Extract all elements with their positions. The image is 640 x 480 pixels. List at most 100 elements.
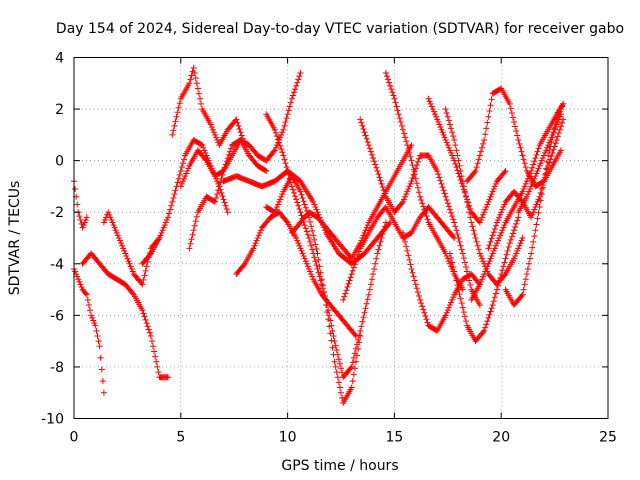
data-point-marker xyxy=(370,155,377,162)
data-point-marker xyxy=(295,202,302,209)
data-point-marker xyxy=(524,191,531,198)
data-point-marker xyxy=(523,178,530,185)
data-point-marker xyxy=(313,262,320,269)
data-point-marker xyxy=(466,202,473,209)
data-point-marker xyxy=(223,158,230,165)
data-point-marker xyxy=(351,331,358,338)
data-point-marker xyxy=(462,193,469,200)
data-point-marker xyxy=(277,196,284,203)
data-point-marker xyxy=(533,170,540,177)
data-point-marker xyxy=(235,122,242,129)
data-point-marker xyxy=(458,173,465,180)
data-point-marker xyxy=(485,113,492,120)
data-point-marker xyxy=(147,332,154,339)
grid-lines xyxy=(74,57,608,419)
data-point-marker xyxy=(481,137,488,144)
data-point-marker xyxy=(315,269,322,276)
data-point-marker xyxy=(372,161,379,168)
data-point-marker xyxy=(348,384,355,391)
data-point-marker xyxy=(530,161,537,168)
data-point-marker xyxy=(443,309,450,316)
data-point-marker xyxy=(491,183,498,190)
data-point-marker xyxy=(335,356,342,363)
data-point-marker xyxy=(220,167,227,174)
data-point-marker xyxy=(558,147,565,154)
data-point-marker xyxy=(406,149,413,156)
data-point-marker xyxy=(433,113,440,120)
data-point-marker xyxy=(80,222,87,229)
data-point-marker xyxy=(372,260,379,267)
data-point-marker xyxy=(529,164,536,171)
data-point-marker xyxy=(308,242,315,249)
data-point-marker xyxy=(343,287,350,294)
data-point-marker xyxy=(548,153,555,160)
data-point-marker xyxy=(531,233,538,240)
data-point-marker xyxy=(193,80,200,87)
data-point-marker xyxy=(537,160,544,167)
data-point-marker xyxy=(169,198,176,205)
data-point-marker xyxy=(97,354,104,361)
data-point-marker xyxy=(489,250,496,257)
data-point-marker xyxy=(335,379,342,386)
data-point-marker xyxy=(452,160,459,167)
data-point-marker xyxy=(363,224,370,231)
data-point-marker xyxy=(519,188,526,195)
data-point-marker xyxy=(484,263,491,270)
data-point-marker xyxy=(114,232,121,239)
data-point-marker xyxy=(311,236,318,243)
data-point-marker xyxy=(408,178,415,185)
data-point-marker xyxy=(513,250,520,257)
data-point-marker xyxy=(508,233,515,240)
data-point-marker xyxy=(429,106,436,113)
data-point-marker xyxy=(272,206,279,213)
data-point-marker xyxy=(362,305,369,312)
data-point-marker xyxy=(181,175,188,182)
data-point-marker xyxy=(448,209,455,216)
data-point-marker xyxy=(350,354,357,361)
data-point-marker xyxy=(112,227,119,234)
data-point-marker xyxy=(541,149,548,156)
data-point-marker xyxy=(300,253,307,260)
data-point-marker xyxy=(185,165,192,172)
data-point-marker xyxy=(289,92,296,99)
data-points xyxy=(71,64,567,407)
data-point-marker xyxy=(438,126,445,133)
data-point-marker xyxy=(414,289,421,296)
data-point-marker xyxy=(507,105,514,112)
data-point-marker xyxy=(358,119,365,126)
data-point-marker xyxy=(300,198,307,205)
data-point-marker xyxy=(459,250,466,257)
data-point-marker xyxy=(348,271,355,278)
data-point-marker xyxy=(555,116,562,123)
data-point-marker xyxy=(326,312,333,319)
data-point-marker xyxy=(336,360,343,367)
data-point-marker xyxy=(487,102,494,109)
data-point-marker xyxy=(186,80,193,87)
data-point-marker xyxy=(488,305,495,312)
data-point-marker xyxy=(537,189,544,196)
data-point-marker xyxy=(469,223,476,230)
data-point-marker xyxy=(450,264,457,271)
data-point-marker xyxy=(511,118,518,125)
data-point-marker xyxy=(454,282,461,289)
data-point-marker xyxy=(146,251,153,258)
data-point-marker xyxy=(386,79,393,86)
data-point-marker xyxy=(402,193,409,200)
data-point-marker xyxy=(537,197,544,204)
data-point-marker xyxy=(360,126,367,133)
data-point-marker xyxy=(442,137,449,144)
data-point-marker xyxy=(467,214,474,221)
data-point-marker xyxy=(483,125,490,132)
data-point-marker xyxy=(455,157,462,164)
data-point-marker xyxy=(453,277,460,284)
data-point-marker xyxy=(555,130,562,137)
data-point-marker xyxy=(452,273,459,280)
data-point-marker xyxy=(439,129,446,136)
data-point-marker xyxy=(190,227,197,234)
x-tick-label: 15 xyxy=(385,430,403,446)
data-point-marker xyxy=(166,210,173,217)
data-point-marker xyxy=(530,178,537,185)
data-point-marker xyxy=(426,98,433,105)
data-point-marker xyxy=(82,216,89,223)
data-point-marker xyxy=(523,193,530,200)
